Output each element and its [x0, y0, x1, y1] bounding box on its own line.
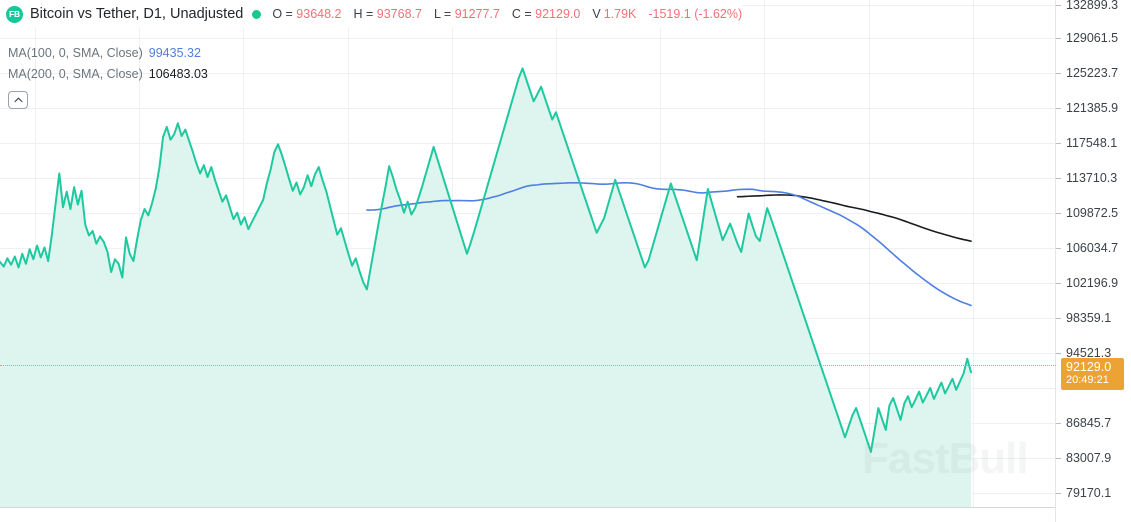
price-axis-label: 94521.3 — [1066, 346, 1112, 360]
price-axis-tick: 117548.1 — [1056, 136, 1117, 150]
price-axis-tick: 102196.9 — [1056, 276, 1118, 290]
symbol-title[interactable]: Bitcoin vs Tether, D1, Unadjusted — [30, 6, 244, 22]
tick-dash — [1056, 37, 1061, 39]
tick-dash — [1056, 352, 1061, 354]
tick-dash — [1056, 177, 1061, 179]
tick-dash — [1056, 457, 1061, 459]
price-axis-tick: 125223.7 — [1056, 66, 1118, 80]
indicator-legend-row[interactable]: MA(100, 0, SMA, Close) 99435.32 — [8, 43, 208, 64]
price-line — [0, 67, 972, 453]
ohlc-value: 92129.0 — [535, 7, 581, 21]
collapse-panel-button[interactable] — [8, 91, 28, 109]
tick-dash — [1056, 492, 1061, 494]
price-axis-tick: 109872.5 — [1056, 206, 1118, 220]
price-axis-label: 79170.1 — [1066, 486, 1112, 500]
gridline-horizontal — [0, 38, 1056, 39]
indicator-value: 106483.03 — [148, 67, 208, 81]
current-price-badge[interactable]: 92129.0 20:49:21 — [1061, 358, 1124, 390]
price-axis-label: 86845.7 — [1066, 416, 1112, 430]
tick-dash — [1056, 212, 1061, 214]
ohlc-value: 93768.7 — [376, 7, 422, 21]
indicator-value: 99435.32 — [148, 46, 201, 60]
price-axis-tick: 132899.3 — [1056, 0, 1118, 12]
tick-dash — [1056, 317, 1061, 319]
indicator-legend-row[interactable]: MA(200, 0, SMA, Close) 106483.03 — [8, 64, 208, 85]
fastbull-watermark: FastBull — [862, 434, 1029, 483]
price-area-fill — [0, 68, 971, 508]
ohlc-readout: O = 93648.2 H = 93768.7 L = 91277.7 C = 921… — [272, 7, 742, 21]
gridline-vertical — [973, 0, 974, 508]
volume-value: 1.79K — [603, 7, 637, 21]
right-axis-separator — [1055, 0, 1056, 522]
chart-header: FB Bitcoin vs Tether, D1, Unadjusted O =… — [0, 0, 743, 28]
price-axis-label: 109872.5 — [1066, 206, 1119, 220]
price-axis-tick: 129061.5 — [1056, 31, 1118, 45]
indicator-legend: MA(100, 0, SMA, Close) 99435.32 MA(200, 0,… — [8, 43, 208, 85]
ohlc-pair: O = 93648.2 — [272, 7, 341, 21]
gridline-vertical — [869, 0, 870, 508]
ma200-line — [736, 194, 972, 242]
indicator-label: MA(100, 0, SMA, Close) — [8, 46, 143, 60]
price-axis-tick: 113710.3 — [1056, 171, 1117, 185]
ohlc-key: O = — [272, 7, 297, 21]
volume-key: V — [592, 7, 601, 21]
ohlc-pair: H = 93768.7 — [353, 7, 421, 21]
price-axis-label: 129061.5 — [1066, 31, 1119, 45]
gridline-horizontal — [0, 73, 1056, 74]
price-axis-label: 132899.3 — [1066, 0, 1119, 12]
fastbull-logo-icon: FB — [6, 5, 23, 23]
price-axis-tick: 83007.9 — [1056, 451, 1111, 465]
current-price-time: 20:49:21 — [1066, 374, 1109, 386]
price-axis-tick: 121385.9 — [1056, 101, 1118, 115]
ohlc-key: L = — [433, 7, 455, 21]
price-axis-label: 83007.9 — [1066, 451, 1112, 465]
tick-dash — [1056, 72, 1061, 74]
ohlc-pair: C = 92129.0 — [512, 7, 580, 21]
price-axis-label: 113710.3 — [1066, 171, 1118, 185]
ohlc-value: 93648.2 — [296, 7, 342, 21]
tick-dash — [1056, 422, 1061, 424]
tick-dash — [1056, 247, 1061, 249]
price-axis-label: 106034.7 — [1066, 241, 1119, 255]
ohlc-key: H = — [353, 7, 377, 21]
price-axis-tick: 86845.7 — [1056, 416, 1111, 430]
ohlc-value: 91277.7 — [454, 7, 500, 21]
price-axis-label: 121385.9 — [1066, 101, 1119, 115]
price-axis-tick: 98359.1 — [1056, 311, 1111, 325]
chart-series-layer — [0, 67, 972, 508]
current-price-value: 92129.0 — [1066, 360, 1112, 374]
ohlc-key: C = — [511, 7, 536, 21]
tick-dash — [1056, 142, 1061, 144]
price-axis-tick: 79170.1 — [1056, 486, 1111, 500]
price-axis[interactable]: 132899.3 129061.5 125223.7 121385.9 117548.1… — [1056, 0, 1131, 522]
current-price-line — [0, 365, 1056, 366]
bottom-axis-line — [0, 507, 1131, 508]
price-axis-label: 98359.1 — [1066, 311, 1112, 325]
chevron-up-icon — [13, 97, 23, 103]
price-axis-label: 125223.7 — [1066, 66, 1119, 80]
price-axis-tick: 94521.3 — [1056, 346, 1111, 360]
change-value: -1519.1 (-1.62%) — [648, 7, 743, 21]
ohlc-pair: L = 91277.7 — [434, 7, 500, 21]
price-axis-tick: 106034.7 — [1056, 241, 1118, 255]
price-axis-label: 102196.9 — [1066, 276, 1119, 290]
tick-dash — [1056, 107, 1061, 109]
tick-dash — [1056, 282, 1061, 284]
live-status-dot — [252, 9, 262, 19]
chart-plot-area[interactable]: FastBull — [0, 0, 1056, 508]
price-axis-label: 117548.1 — [1066, 136, 1118, 150]
indicator-label: MA(200, 0, SMA, Close) — [8, 67, 143, 81]
tick-dash — [1056, 4, 1061, 6]
